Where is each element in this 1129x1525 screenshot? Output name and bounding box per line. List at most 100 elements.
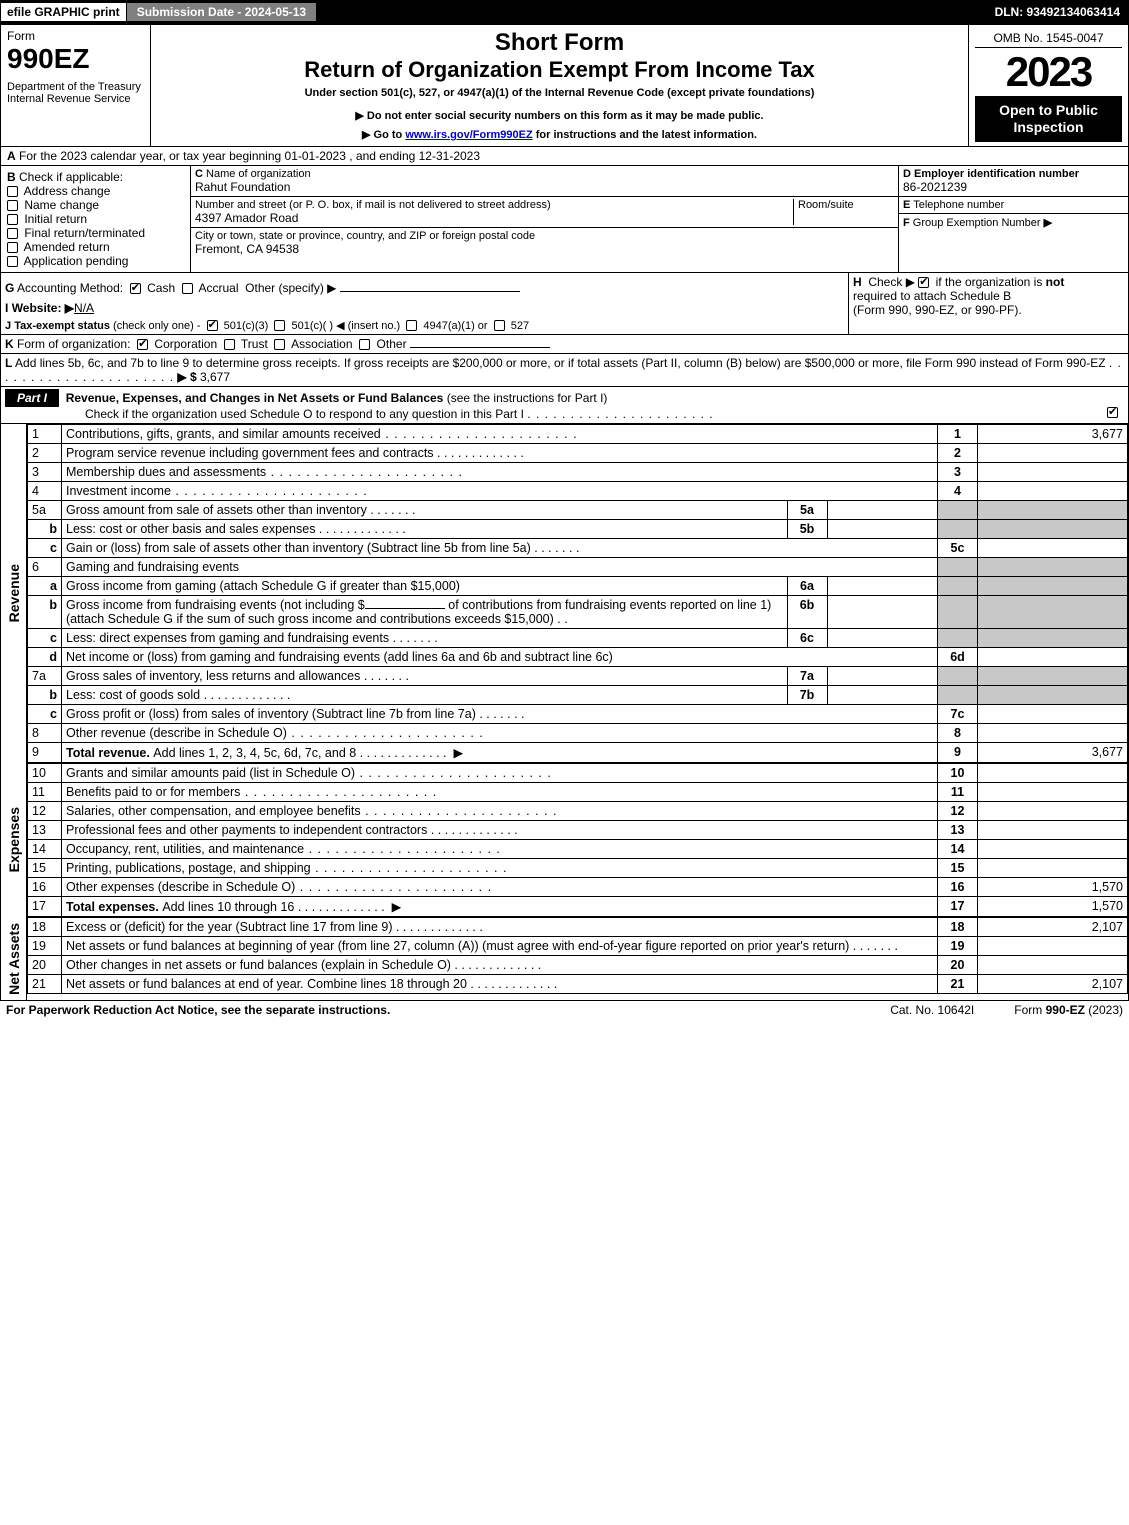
j-note: (check only one) - (113, 320, 200, 332)
4947-label: 4947(a)(1) or (423, 320, 487, 332)
line-9-value: 3,677 (978, 742, 1128, 762)
corporation-checkbox[interactable] (137, 339, 148, 350)
line-17-text: Add lines 10 through 16 (162, 900, 384, 914)
final-return-checkbox[interactable] (7, 228, 18, 239)
section-b-c-d-e-f: B Check if applicable: Address change Na… (1, 166, 1128, 273)
line-11-text: Benefits paid to or for members (66, 785, 437, 799)
line-8-text: Other revenue (describe in Schedule O) (66, 726, 484, 740)
application-pending-checkbox[interactable] (7, 256, 18, 267)
irs-link[interactable]: www.irs.gov/Form990EZ (405, 129, 532, 141)
check-label: Check if applicable: (19, 170, 123, 184)
line-4: 4Investment income4 (28, 481, 1128, 500)
line-18-value: 2,107 (978, 917, 1128, 936)
line-12-text: Salaries, other compensation, and employ… (66, 804, 557, 818)
trust-checkbox[interactable] (224, 339, 235, 350)
line-17: 17Total expenses. Add lines 10 through 1… (28, 896, 1128, 916)
l-value: 3,677 (200, 370, 230, 384)
ein-value: 86-2021239 (903, 180, 1124, 194)
line-6-text: Gaming and fundraising events (62, 557, 938, 576)
goto-post: for instructions and the latest informat… (533, 129, 757, 141)
schedule-b-checkbox[interactable] (918, 277, 929, 288)
goto-pre: ▶ Go to (362, 129, 405, 141)
org-address: 4397 Amador Road (195, 211, 789, 225)
omb-number: OMB No. 1545-0047 (975, 29, 1122, 48)
amended-return-checkbox[interactable] (7, 242, 18, 253)
association-checkbox[interactable] (274, 339, 285, 350)
line-9-text: Add lines 1, 2, 3, 4, 5c, 6d, 7c, and 8 (153, 746, 446, 760)
name-change-label: Name change (24, 198, 99, 212)
other-org-input[interactable] (410, 347, 550, 348)
line-16-value: 1,570 (978, 877, 1128, 896)
website-label: Website: ▶ (12, 301, 74, 315)
dept-label: Department of the Treasury Internal Reve… (7, 81, 144, 105)
line-1-text: Contributions, gifts, grants, and simila… (66, 427, 578, 441)
association-label: Association (291, 337, 352, 351)
501c3-checkbox[interactable] (207, 320, 218, 331)
revenue-label: Revenue (4, 558, 24, 628)
line-a-prefix: A (7, 149, 16, 163)
amended-return-label: Amended return (24, 240, 110, 254)
line-2-text: Program service revenue including govern… (66, 446, 524, 460)
line-6b-blank[interactable] (365, 608, 445, 609)
501c-checkbox[interactable] (274, 320, 285, 331)
city-label: City or town, state or province, country… (195, 230, 894, 242)
schedule-o-checkbox[interactable] (1107, 407, 1118, 418)
line-17-text-bold: Total expenses. (66, 900, 162, 914)
accrual-checkbox[interactable] (182, 283, 193, 294)
d-label: Employer identification number (914, 168, 1079, 180)
line-11: 11Benefits paid to or for members11 (28, 782, 1128, 801)
cash-checkbox[interactable] (130, 283, 141, 294)
line-7a-text: Gross sales of inventory, less returns a… (66, 669, 409, 683)
e-label: Telephone number (913, 199, 1004, 211)
4947-checkbox[interactable] (406, 320, 417, 331)
line-9: 9Total revenue. Add lines 1, 2, 3, 4, 5c… (28, 742, 1128, 762)
footer-form-pre: Form (1014, 1003, 1045, 1017)
527-checkbox[interactable] (494, 320, 505, 331)
line-7b-text: Less: cost of goods sold (66, 688, 290, 702)
name-change-checkbox[interactable] (7, 200, 18, 211)
h-text4: (Form 990, 990-EZ, or 990-PF). (853, 303, 1022, 317)
efile-print-label[interactable]: efile GRAPHIC print (1, 3, 127, 21)
line-15-text: Printing, publications, postage, and shi… (66, 861, 507, 875)
line-21-value: 2,107 (978, 974, 1128, 993)
line-17-value: 1,570 (978, 896, 1128, 916)
other-org-checkbox[interactable] (359, 339, 370, 350)
527-label: 527 (511, 320, 529, 332)
under-section: Under section 501(c), 527, or 4947(a)(1)… (157, 87, 962, 99)
h-check: Check ▶ (868, 275, 915, 289)
501c-label: 501(c)( ) ◀ (insert no.) (291, 320, 400, 332)
line-10-text: Grants and similar amounts paid (list in… (66, 766, 552, 780)
footer-form-year: (2023) (1085, 1003, 1123, 1017)
line-15: 15Printing, publications, postage, and s… (28, 858, 1128, 877)
h-not: not (1046, 275, 1065, 289)
revenue-section: Revenue 1Contributions, gifts, grants, a… (1, 424, 1128, 763)
initial-return-checkbox[interactable] (7, 214, 18, 225)
other-specify-label: Other (specify) ▶ (245, 281, 336, 295)
part1-title: Revenue, Expenses, and Changes in Net As… (66, 391, 444, 405)
line-l: L Add lines 5b, 6c, and 7b to line 9 to … (1, 354, 1128, 387)
line-19-text: Net assets or fund balances at beginning… (66, 939, 898, 953)
line-a-text: For the 2023 calendar year, or tax year … (19, 149, 480, 163)
form-word: Form (7, 29, 144, 43)
line-5c-text: Gain or (loss) from sale of assets other… (66, 541, 579, 555)
other-specify-input[interactable] (340, 291, 520, 292)
line-20: 20Other changes in net assets or fund ba… (28, 955, 1128, 974)
line-6b: bGross income from fundraising events (n… (28, 595, 1128, 628)
c-name-label: Name of organization (206, 168, 311, 180)
f-arrow-icon: ▶ (1044, 217, 1052, 229)
line-18-text: Excess or (deficit) for the year (Subtra… (66, 920, 483, 934)
g-label: Accounting Method: (17, 281, 123, 295)
line-3-text: Membership dues and assessments (66, 465, 463, 479)
line-19: 19Net assets or fund balances at beginni… (28, 936, 1128, 955)
line-6: 6Gaming and fundraising events (28, 557, 1128, 576)
website-value: N/A (74, 301, 94, 315)
part1-title-note: (see the instructions for Part I) (447, 391, 608, 405)
form-number: 990EZ (7, 43, 144, 75)
line-6c: cLess: direct expenses from gaming and f… (28, 628, 1128, 647)
j-label: Tax-exempt status (14, 320, 110, 332)
final-return-label: Final return/terminated (24, 226, 145, 240)
line-16-text: Other expenses (describe in Schedule O) (66, 880, 492, 894)
line-5a: 5aGross amount from sale of assets other… (28, 500, 1128, 519)
line-6d: dNet income or (loss) from gaming and fu… (28, 647, 1128, 666)
address-change-checkbox[interactable] (7, 186, 18, 197)
